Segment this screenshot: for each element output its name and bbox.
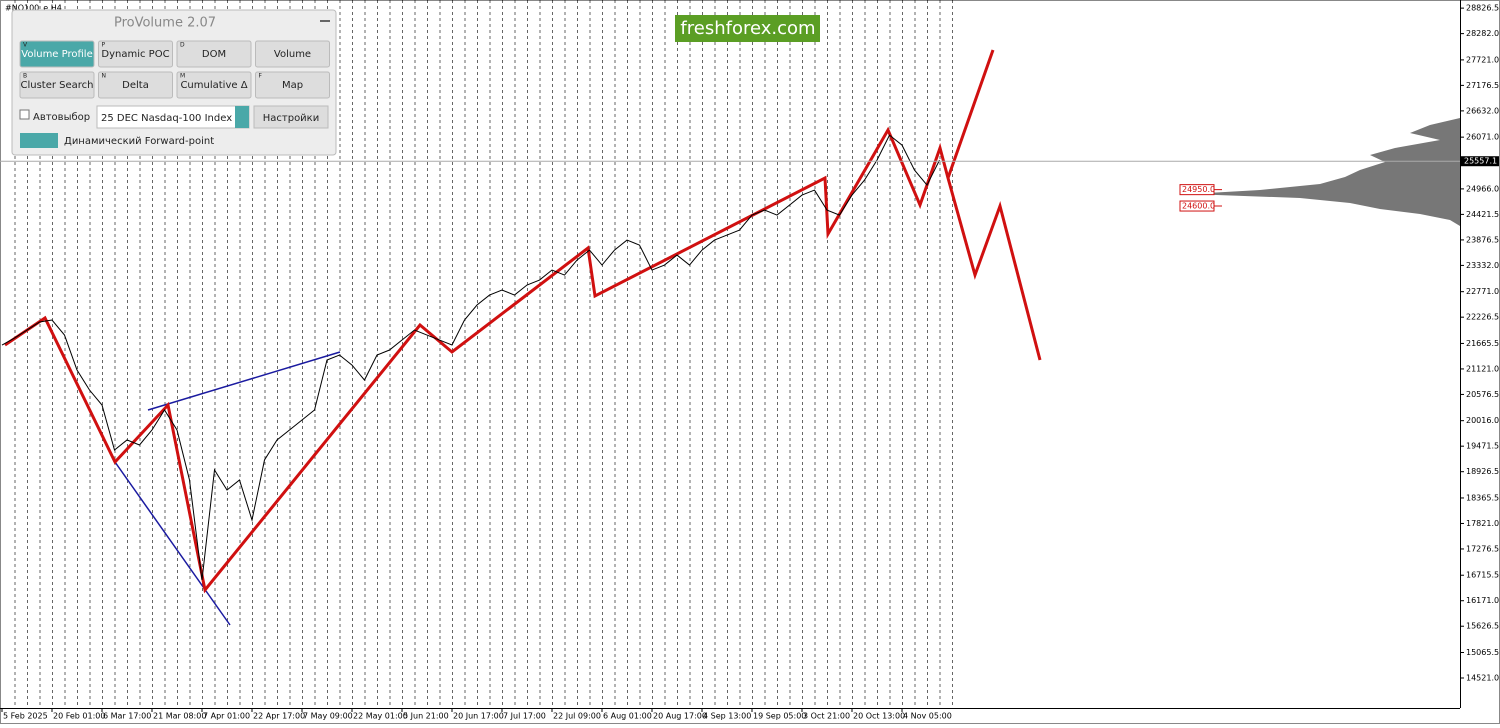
button-key: N [102, 73, 107, 80]
y-tick-label: 19471.5 [1466, 442, 1499, 451]
auto-select[interactable]: Автовыбор [33, 112, 90, 123]
watermark: freshforex.com [680, 18, 815, 39]
price-line [1, 134, 940, 581]
drawings [4, 49, 1042, 626]
y-tick-label: 16715.5 [1466, 571, 1499, 580]
button-key: D [180, 42, 185, 49]
forward-point: Динамический Forward-point [64, 136, 214, 147]
x-tick-label: 4 Sep 13:00 [703, 712, 751, 721]
y-tick-label: 23876.5 [1466, 235, 1499, 244]
y-tick-label: 27721.0 [1466, 55, 1499, 64]
y-tick-label: 21121.0 [1466, 364, 1499, 373]
button-label: Cumulative Δ [180, 80, 247, 91]
button-key: P [102, 42, 106, 49]
x-tick-label: 4 Nov 05:00 [903, 712, 952, 721]
chart-title: #NQ100_e,H4 [5, 4, 62, 13]
x-tick-label: 7 Jul 17:00 [503, 712, 546, 721]
y-tick-label: 22226.5 [1466, 313, 1499, 322]
minimize[interactable] [320, 20, 330, 22]
x-tick-label: 20 Feb 01:00 [53, 712, 105, 721]
y-tick-label: 24966.0 [1466, 184, 1499, 193]
x-tick-label: 5 Jun 21:00 [403, 712, 449, 721]
panel-button[interactable] [176, 71, 252, 99]
y-tick-label: 15065.5 [1466, 648, 1499, 657]
button-key: F [259, 73, 263, 80]
y-tick-label: 16171.0 [1466, 596, 1499, 605]
panel-button[interactable] [98, 40, 173, 68]
panel-button[interactable] [19, 71, 95, 99]
button-label: Dynamic POC [101, 49, 169, 60]
x-tick-label: 7 May 09:00 [303, 712, 353, 721]
y-tick-label: 20016.0 [1466, 416, 1499, 425]
volume-profile [1190, 118, 1460, 226]
x-tick-label: 21 Mar 08:00 [153, 712, 206, 721]
trend-line [147, 351, 341, 411]
x-tick-label: 6 Aug 01:00 [603, 712, 652, 721]
button-label: Delta [122, 80, 149, 91]
x-tick-label: 20 Jun 17:00 [453, 712, 504, 721]
y-tick-label: 24421.5 [1466, 210, 1499, 219]
button-label: Volume Profile [21, 49, 92, 60]
y-tick-label: 27176.5 [1466, 81, 1499, 90]
y-tick-label: 28826.5 [1466, 4, 1499, 13]
panel-button[interactable] [255, 40, 330, 68]
y-tick-label: 23332.0 [1466, 261, 1499, 270]
price-label: 24600.0 [1182, 202, 1215, 211]
x-tick-label: 20 Aug 17:00 [653, 712, 707, 721]
price-label: 24950.0 [1182, 185, 1215, 194]
y-tick-label: 18926.5 [1466, 467, 1499, 476]
separators [14, 0, 953, 708]
button-label: Map [282, 80, 303, 91]
panel-button[interactable] [19, 40, 95, 68]
panel-button[interactable] [176, 40, 252, 68]
y-tick-label: 28282.0 [1466, 29, 1499, 38]
y-tick-label: 17276.5 [1466, 544, 1499, 553]
x-tick-label: 22 May 01:00 [353, 712, 408, 721]
button-key: B [23, 73, 27, 80]
y-tick-label: 22771.0 [1466, 287, 1499, 296]
y-tick-label: 21665.5 [1466, 339, 1499, 348]
x-tick-label: 6 Mar 17:00 [103, 712, 151, 721]
panel-button[interactable] [98, 71, 173, 99]
trend-line [114, 461, 231, 626]
watermark-bg [675, 15, 820, 42]
x-tick-label: 3 Oct 21:00 [803, 712, 850, 721]
panel-title: ProVolume 2.07 [114, 16, 216, 31]
button-label: Cluster Search [20, 80, 93, 91]
button-label: Volume [274, 49, 311, 60]
settings: Настройки [263, 113, 319, 124]
price-label-box [1179, 184, 1215, 196]
button-key: M [180, 73, 185, 80]
settings-button[interactable] [253, 105, 329, 129]
y-tick-label: 15626.5 [1466, 622, 1499, 631]
instrument: 25 DEC Nasdaq-100 Index [101, 113, 232, 124]
x-tick-label: 7 Apr 01:00 [203, 712, 250, 721]
x-tick-label: 20 Oct 13:00 [853, 712, 905, 721]
x-tick-label: 22 Jul 09:00 [553, 712, 601, 721]
button-label: DOM [202, 49, 226, 60]
price-label-box [1179, 200, 1215, 212]
select-arrow[interactable] [235, 106, 249, 128]
x-tick-label: 22 Apr 17:00 [253, 712, 305, 721]
button-key: V [23, 42, 28, 49]
panel-button[interactable] [255, 71, 330, 99]
wave-path [946, 49, 995, 179]
x-tick-label: 19 Sep 05:00 [753, 712, 806, 721]
y-tick-label: 17821.0 [1466, 519, 1499, 528]
y-tick-label: 18365.5 [1466, 493, 1499, 502]
y-tick-label: 26071.0 [1466, 133, 1499, 142]
y-tick-label: 14521.0 [1466, 673, 1499, 682]
y-tick-label: 20576.5 [1466, 390, 1499, 399]
current-price: 25557.1 [1464, 157, 1497, 166]
y-tick-label: 26632.0 [1466, 106, 1499, 115]
x-tick-label: 5 Feb 2025 [3, 712, 48, 721]
wave-path [4, 126, 1042, 594]
checkbox[interactable] [19, 109, 30, 120]
current-price-box [1461, 156, 1499, 167]
toggle[interactable] [20, 133, 58, 148]
